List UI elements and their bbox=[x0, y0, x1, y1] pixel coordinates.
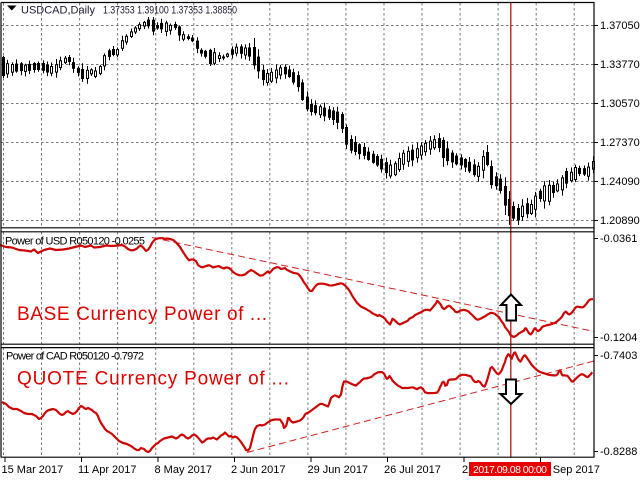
svg-text:-0.7403: -0.7403 bbox=[600, 350, 637, 362]
svg-text:Power of CAD R050120 -0.7972: Power of CAD R050120 -0.7972 bbox=[6, 351, 144, 363]
svg-text:QUOTE Currency Power of ...: QUOTE Currency Power of ... bbox=[17, 369, 289, 390]
svg-text:2017.09.08 00:00: 2017.09.08 00:00 bbox=[473, 464, 547, 476]
svg-text:8 May 2017: 8 May 2017 bbox=[155, 464, 212, 476]
svg-text:-0.0361: -0.0361 bbox=[600, 233, 637, 245]
svg-text:1.27370: 1.27370 bbox=[600, 137, 640, 149]
svg-text:USDCAD,Daily: USDCAD,Daily bbox=[21, 5, 95, 17]
svg-text:Power of USD R050120 -0.0255: Power of USD R050120 -0.0255 bbox=[5, 236, 145, 248]
svg-text:11 Apr 2017: 11 Apr 2017 bbox=[78, 464, 137, 476]
svg-text:BASE Currency Power of ...: BASE Currency Power of ... bbox=[17, 304, 267, 325]
svg-text:1.37353 1.39100 1.37353 1.3885: 1.37353 1.39100 1.37353 1.38850 bbox=[103, 5, 237, 17]
svg-text:-0.1204: -0.1204 bbox=[600, 332, 637, 344]
svg-text:2 Jun 2017: 2 Jun 2017 bbox=[231, 464, 285, 476]
svg-text:26 Jul 2017: 26 Jul 2017 bbox=[384, 464, 441, 476]
svg-text:18 Sep 2017: 18 Sep 2017 bbox=[538, 464, 600, 476]
svg-text:1.37050: 1.37050 bbox=[600, 20, 640, 32]
svg-text:1.24090: 1.24090 bbox=[600, 176, 640, 188]
svg-text:1.20890: 1.20890 bbox=[600, 215, 640, 227]
svg-text:15 Mar 2017: 15 Mar 2017 bbox=[2, 464, 64, 476]
svg-text:1.30570: 1.30570 bbox=[600, 98, 640, 110]
svg-text:-0.8288: -0.8288 bbox=[600, 446, 637, 458]
svg-text:1.33770: 1.33770 bbox=[600, 59, 640, 71]
svg-text:29 Jun 2017: 29 Jun 2017 bbox=[308, 464, 369, 476]
